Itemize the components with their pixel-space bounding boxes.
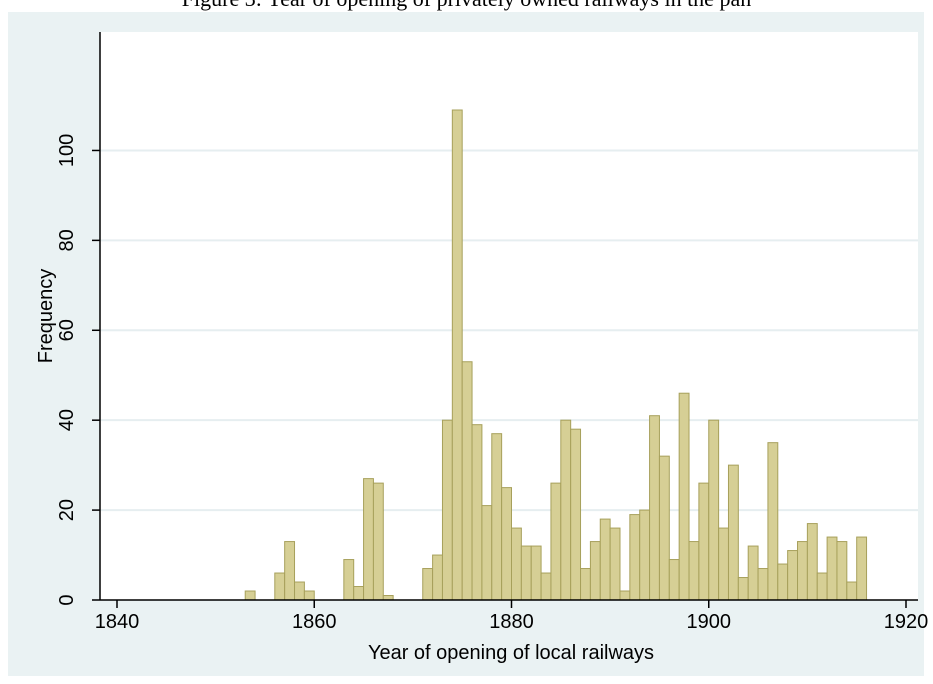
histogram-bar	[777, 563, 789, 601]
histogram-bar	[619, 590, 631, 601]
y-tick-label: 40	[56, 409, 78, 431]
histogram-bar	[629, 514, 641, 601]
histogram-bar	[294, 581, 305, 601]
histogram-bar	[747, 545, 759, 601]
histogram-bar	[343, 559, 355, 601]
x-tick-label: 1860	[292, 611, 337, 633]
histogram-bar	[658, 455, 670, 601]
histogram-bar	[303, 590, 315, 601]
histogram-bar	[836, 541, 848, 601]
histogram-bar	[244, 590, 256, 601]
histogram-bar	[560, 419, 572, 601]
x-tick-label: 1840	[95, 611, 140, 633]
x-tick-label: 1920	[884, 611, 929, 633]
histogram-bar	[422, 568, 434, 601]
histogram-bar	[639, 509, 651, 601]
y-axis-ticks: 0 20 40 60 80 100	[56, 134, 100, 606]
histogram-bar	[570, 428, 582, 601]
histogram-bar	[688, 541, 700, 601]
y-tick-label: 80	[56, 229, 78, 251]
histogram-bar	[826, 536, 838, 601]
gridlines	[100, 149, 918, 512]
histogram-bar	[737, 577, 749, 601]
histogram-bar	[708, 419, 720, 601]
y-axis-title: Frequency	[35, 269, 57, 364]
histogram-bar	[353, 586, 365, 601]
histogram-bar	[441, 419, 453, 601]
histogram-bar	[530, 545, 542, 601]
histogram-bar	[451, 109, 463, 601]
figure-caption: Figure 3: Year of opening of privately o…	[0, 0, 933, 26]
histogram-bar	[609, 527, 621, 601]
histogram-bar	[678, 392, 690, 601]
histogram-bar	[816, 572, 828, 601]
histogram-bar	[649, 415, 660, 601]
histogram-bar	[599, 518, 611, 601]
histogram-bar	[856, 536, 868, 601]
histogram-bar	[520, 545, 532, 601]
histogram-bar	[767, 442, 779, 601]
histogram-bar	[580, 568, 591, 601]
histogram-bar	[718, 527, 729, 601]
histogram-bar	[274, 572, 286, 601]
histogram-bar	[846, 581, 858, 601]
histogram-bars	[244, 109, 868, 601]
histogram-bar	[806, 523, 818, 601]
x-tick-label: 1900	[687, 611, 732, 633]
histogram-bar	[372, 482, 384, 601]
histogram-bar	[668, 559, 680, 601]
y-tick-label: 60	[56, 319, 78, 341]
histogram-bar	[757, 568, 769, 601]
histogram-bar	[698, 482, 710, 601]
histogram-bar	[284, 541, 296, 601]
histogram-bar	[481, 505, 493, 601]
histogram-bar	[501, 487, 513, 601]
x-axis-ticks: 1840 1860 1880 1900 1920	[95, 600, 929, 633]
x-axis-title: Year of opening of local railways	[368, 642, 654, 664]
y-tick-label: 20	[56, 499, 78, 521]
x-tick-label: 1880	[489, 611, 534, 633]
histogram-bar	[491, 433, 503, 601]
histogram-bar	[727, 464, 739, 601]
histogram-bar	[471, 424, 483, 601]
histogram-bar	[550, 482, 562, 601]
histogram-bar	[461, 361, 473, 601]
histogram-bar	[511, 527, 522, 601]
histogram-bar	[787, 550, 799, 601]
histogram-bar	[432, 554, 443, 601]
y-tick-label: 0	[56, 594, 78, 605]
y-tick-label: 100	[56, 134, 78, 167]
histogram-bar	[363, 478, 374, 601]
histogram-bar	[797, 541, 808, 601]
histogram-bar	[589, 541, 601, 601]
histogram-bar	[540, 572, 552, 601]
